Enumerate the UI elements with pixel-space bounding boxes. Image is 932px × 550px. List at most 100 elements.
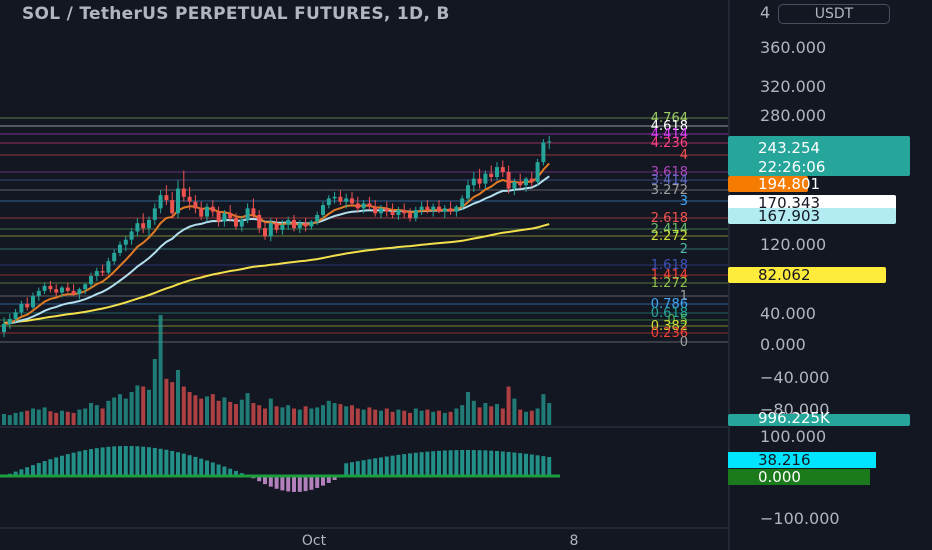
candle-body — [454, 206, 459, 212]
price-badge-bg — [728, 267, 886, 283]
candle-body — [263, 228, 267, 237]
volume-bar — [286, 405, 291, 425]
volume-bar — [524, 411, 528, 425]
candle-body — [100, 271, 105, 273]
volume-bar — [466, 392, 470, 425]
candle-body — [396, 210, 401, 215]
oscillator-tick-label: −100.000 — [760, 509, 840, 528]
candle-body — [106, 261, 111, 273]
volume-bar — [332, 403, 337, 425]
volume-bar — [396, 409, 401, 425]
candle-body — [118, 244, 122, 253]
ema-long-line — [3, 223, 550, 324]
currency-selector[interactable]: USDT — [778, 4, 890, 24]
candle-body — [442, 208, 447, 212]
volume-bar — [42, 407, 47, 425]
oscillator-bar — [158, 448, 163, 476]
oscillator-bar — [135, 446, 140, 476]
volume-bar — [437, 410, 441, 425]
candle-body — [158, 195, 163, 209]
candle-body — [506, 172, 511, 189]
oscillator-bar — [350, 462, 354, 476]
fib-label: 4 — [680, 148, 688, 163]
candle-body — [274, 223, 279, 230]
candle-body — [303, 223, 308, 227]
oscillator-bar — [367, 459, 372, 476]
fib-label: 4.236 — [651, 136, 688, 151]
volume-bar — [210, 394, 215, 425]
volume-bar — [251, 403, 256, 425]
price-badge-label: 996.225K — [758, 409, 831, 427]
candle-body — [524, 178, 528, 186]
oscillator-bar — [222, 466, 227, 476]
candle-body — [199, 208, 204, 217]
oscillator-bar — [181, 453, 186, 476]
volume-bar — [460, 405, 465, 425]
oscillator-bar — [431, 451, 436, 476]
volume-bar — [489, 406, 494, 425]
volume-bar — [164, 378, 169, 425]
candle-body — [31, 295, 35, 308]
time-axis[interactable]: Oct 8 — [302, 533, 579, 549]
oscillator-bar — [123, 446, 128, 476]
fib-label: 1.414 — [651, 268, 688, 283]
volume-bar — [83, 408, 88, 425]
candle-body — [245, 208, 250, 220]
candle-body — [193, 201, 198, 209]
oscillator-bar — [286, 476, 291, 492]
volume-bar — [454, 408, 459, 425]
oscillator-value-label: 38.216 — [758, 451, 811, 469]
candle-body — [437, 206, 441, 212]
oscillator-bar — [500, 451, 505, 476]
volume-bar — [315, 407, 320, 425]
oscillator-bar — [466, 450, 470, 476]
candle-body — [210, 206, 215, 212]
volume-bars — [2, 315, 552, 425]
candle-body — [176, 188, 180, 214]
oscillator-bar — [100, 447, 105, 476]
oscillator-bar — [129, 446, 134, 476]
oscillator-bar — [448, 450, 453, 476]
fib-label: 1.618 — [651, 258, 688, 273]
candle-body — [419, 206, 424, 210]
fib-label: 3 — [680, 194, 688, 209]
candle-body — [315, 214, 320, 222]
volume-bar — [2, 414, 6, 425]
oscillator-zero-label: 0.000 — [758, 468, 801, 486]
oscillator-bar — [187, 455, 192, 476]
oscillator-bar — [36, 463, 41, 476]
volume-bar — [442, 412, 447, 425]
oscillator-bar — [193, 456, 198, 476]
candle-body — [129, 231, 134, 240]
candle-body — [448, 208, 453, 212]
candle-body — [529, 178, 534, 182]
candle-body — [373, 206, 378, 214]
candle-body — [89, 276, 93, 285]
fib-label: 3.272 — [651, 183, 688, 198]
fib-label: 1 — [680, 289, 688, 304]
oscillator-bar — [309, 476, 314, 490]
oscillator-bar — [13, 471, 18, 476]
candle-body — [25, 304, 30, 308]
candle-body — [466, 185, 470, 199]
candle-body — [367, 203, 372, 207]
price-badge: 194.801 — [728, 175, 820, 193]
volume-bar — [547, 403, 552, 425]
candle-body — [251, 208, 256, 215]
candle-body — [292, 219, 296, 229]
volume-bar — [529, 410, 534, 425]
price-badge: 996.225K — [728, 409, 910, 427]
candle-body — [408, 213, 412, 219]
volume-bar — [280, 407, 285, 425]
candle-body — [326, 198, 331, 206]
volume-bar — [483, 403, 488, 425]
price-badge-label: 170.343 — [758, 194, 820, 212]
oscillator-bar — [216, 464, 221, 476]
fib-label: 4.414 — [651, 127, 688, 142]
candle-body — [2, 323, 6, 333]
candle-body — [48, 285, 53, 290]
candle-body — [338, 196, 343, 202]
volume-bar — [152, 359, 157, 425]
oscillator-bar — [518, 453, 523, 476]
